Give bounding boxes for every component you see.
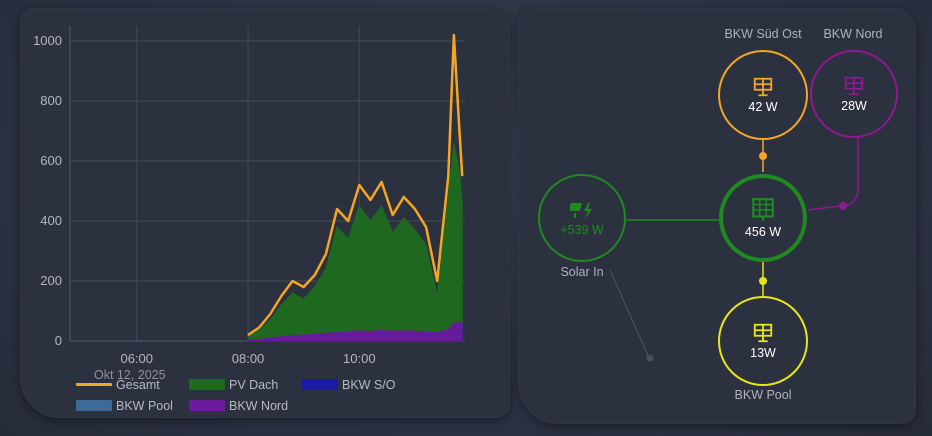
- legend-swatch: [302, 379, 338, 390]
- y-tick-label: 400: [40, 213, 62, 228]
- legend-label: BKW S/O: [342, 377, 396, 392]
- chart-legend: Gesamt PV Dach BKW S/O BKW Pool BKW Nord: [76, 374, 436, 416]
- node-value: +539 W: [560, 223, 604, 237]
- node-value: 456 W: [744, 225, 782, 239]
- solar-panel-icon: [844, 76, 864, 96]
- legend-swatch: [189, 379, 225, 390]
- data-point-gesamt: [436, 280, 438, 282]
- x-tick-label: 08:00: [232, 351, 265, 366]
- series-area-bkw-nord: [247, 320, 463, 342]
- legend-item-bkw-pool[interactable]: BKW Pool: [76, 399, 189, 413]
- bkw-nord-label: BKW Nord: [823, 27, 883, 41]
- power-flow-card: BKW Süd Ost 42 W BKW Nord 28W +539 W Sol…: [518, 8, 916, 424]
- data-point-gesamt: [292, 280, 294, 282]
- solar-panel-grid-icon: [752, 198, 774, 221]
- solar-panel-icon: [753, 323, 773, 343]
- legend-item-gesamt[interactable]: Gesamt: [76, 378, 189, 392]
- date-label: Okt 12, 2025: [94, 368, 166, 382]
- data-point-gesamt: [258, 327, 260, 328]
- y-tick-label: 800: [40, 93, 62, 108]
- solar-power-icon: [570, 203, 592, 219]
- bkw-pool-label: BKW Pool: [734, 388, 792, 402]
- data-point-gesamt: [453, 34, 455, 36]
- bkw-nord-node[interactable]: 28W: [810, 50, 898, 138]
- data-point-gesamt: [369, 199, 371, 201]
- legend-label: BKW Pool: [116, 398, 173, 413]
- series-line-gesamt: [247, 33, 464, 337]
- legend-label: PV Dach: [229, 377, 279, 392]
- legend-item-bkw-so[interactable]: BKW S/O: [302, 378, 415, 392]
- bkw-pool-node[interactable]: 13W: [718, 296, 808, 386]
- node-value: 13W: [750, 346, 776, 360]
- data-point-gesamt: [336, 208, 338, 210]
- flow-lines: [609, 136, 859, 362]
- bkw-sued-ost-node[interactable]: 42 W: [718, 50, 808, 140]
- legend-label: BKW Nord: [229, 398, 289, 413]
- legend-label: Gesamt: [116, 377, 160, 392]
- legend-item-pv-dach[interactable]: PV Dach: [189, 378, 302, 392]
- y-tick-label: 0: [55, 333, 62, 348]
- data-point-gesamt: [280, 295, 282, 297]
- data-point-gesamt: [425, 226, 427, 228]
- chart-card: 0 200 400 600 800 1000 06:00 08:00 10:00 Okt 12,…: [20, 8, 510, 418]
- history-chart: 0 200 400 600 800 1000 06:00 08:00 10:00: [33, 26, 465, 366]
- x-tick-label: 06:00: [120, 351, 153, 366]
- legend-swatch: [76, 383, 112, 386]
- data-point-gesamt: [403, 196, 405, 198]
- solar-in-label: Solar In: [560, 265, 604, 279]
- solar-in-node[interactable]: +539 W: [538, 174, 626, 262]
- data-point-gesamt: [414, 208, 416, 210]
- data-point-gesamt: [381, 181, 383, 183]
- center-production-node[interactable]: 456 W: [719, 174, 807, 262]
- y-tick-label: 1000: [33, 33, 62, 48]
- x-tick-label: 10:00: [343, 351, 376, 366]
- data-point-gesamt: [392, 214, 394, 216]
- legend-swatch: [76, 400, 112, 411]
- y-tick-label: 600: [40, 153, 62, 168]
- y-tick-label: 200: [40, 273, 62, 288]
- data-point-gesamt: [458, 130, 460, 132]
- legend-item-bkw-nord[interactable]: BKW Nord: [189, 399, 302, 413]
- data-point-gesamt: [347, 220, 349, 222]
- data-point-gesamt: [247, 334, 249, 336]
- series-area-pv-dach: [247, 142, 463, 342]
- data-point-gesamt: [269, 313, 271, 315]
- legend-swatch: [189, 400, 225, 411]
- data-point-gesamt: [358, 184, 360, 186]
- node-value: 42 W: [748, 100, 778, 114]
- node-value: 28W: [841, 99, 867, 113]
- data-point-gesamt: [325, 253, 327, 255]
- data-point-gesamt: [303, 286, 305, 288]
- solar-panel-icon: [753, 77, 773, 97]
- data-point-gesamt: [314, 274, 316, 276]
- data-point-gesamt: [461, 175, 463, 177]
- data-point-gesamt: [447, 175, 449, 177]
- bkw-sued-ost-label: BKW Süd Ost: [724, 27, 802, 41]
